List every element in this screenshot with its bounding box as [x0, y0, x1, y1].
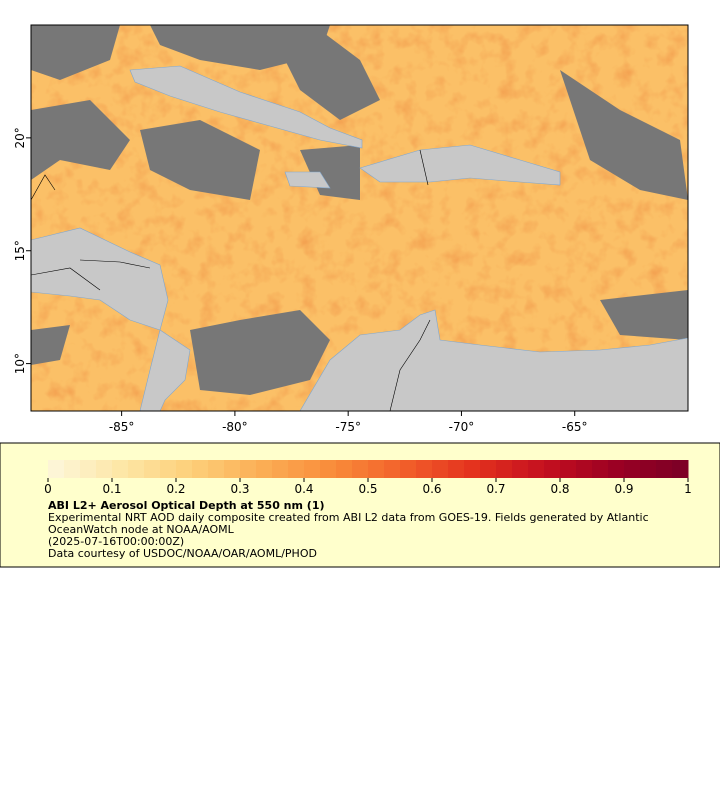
colorbar-step — [560, 460, 577, 478]
colorbar-step — [192, 460, 209, 478]
x-tick-label: -75° — [335, 420, 361, 434]
colorbar-step — [208, 460, 225, 478]
legend-credit: Data courtesy of USDOC/NOAA/OAR/AOML/PHO… — [48, 547, 317, 560]
colorbar-tick-label: 0.4 — [294, 482, 313, 496]
colorbar-step — [352, 460, 369, 478]
map-area — [31, 25, 688, 411]
colorbar-step — [576, 460, 593, 478]
colorbar-tick-label: 1 — [684, 482, 692, 496]
colorbar-step — [256, 460, 273, 478]
map-frame — [30, 24, 689, 412]
colorbar-tick-label: 0.3 — [230, 482, 249, 496]
colorbar: 0 0.1 0.2 0.3 0.4 0.5 0.6 0.7 0.8 0.9 1 — [44, 460, 692, 496]
colorbar-step — [656, 460, 673, 478]
x-tick-label: -65° — [562, 420, 588, 434]
colorbar-step — [272, 460, 289, 478]
colorbar-step — [96, 460, 113, 478]
colorbar-step — [48, 460, 65, 478]
y-tick-label: 20° — [13, 127, 27, 148]
colorbar-step — [240, 460, 257, 478]
x-tick-label: -80° — [222, 420, 248, 434]
colorbar-step — [80, 460, 97, 478]
colorbar-step — [528, 460, 545, 478]
colorbar-step — [544, 460, 561, 478]
colorbar-step — [112, 460, 129, 478]
colorbar-step — [128, 460, 145, 478]
colorbar-step — [672, 460, 689, 478]
colorbar-step — [624, 460, 641, 478]
colorbar-step — [432, 460, 449, 478]
cloud-mask — [31, 25, 688, 395]
colorbar-tick-label: 0 — [44, 482, 52, 496]
land — [31, 65, 688, 411]
colorbar-tick-label: 0.2 — [166, 482, 185, 496]
colorbar-step — [448, 460, 465, 478]
colorbar-tick-label: 0.9 — [614, 482, 633, 496]
y-tick-label: 10° — [13, 353, 27, 374]
legend-time: (2025-07-16T00:00:00Z) — [48, 535, 185, 548]
colorbar-step — [160, 460, 177, 478]
colorbar-tick-label: 0.7 — [486, 482, 505, 496]
x-tick-label: -85° — [109, 420, 135, 434]
legend-text: ABI L2+ Aerosol Optical Depth at 550 nm … — [48, 500, 688, 560]
borders — [31, 149, 431, 411]
colorbar-tick-label: 0.5 — [358, 482, 377, 496]
colorbar-step — [608, 460, 625, 478]
colorbar-step — [480, 460, 497, 478]
axes: -85° -80° -75° -70° -65° 10° 15° 20° — [13, 127, 588, 434]
legend-summary: Experimental NRT AOD daily composite cre… — [48, 511, 649, 536]
colorbar-step — [640, 460, 657, 478]
colorbar-step — [512, 460, 529, 478]
colorbar-step — [400, 460, 417, 478]
x-tick-label: -70° — [449, 420, 475, 434]
y-tick-label: 15° — [13, 240, 27, 261]
colorbar-step — [496, 460, 513, 478]
colorbar-step — [288, 460, 305, 478]
colorbar-step — [320, 460, 337, 478]
colorbar-step — [304, 460, 321, 478]
colorbar-step — [384, 460, 401, 478]
colorbar-step — [416, 460, 433, 478]
colorbar-step — [176, 460, 193, 478]
colorbar-step — [368, 460, 385, 478]
colorbar-step — [592, 460, 609, 478]
colorbar-step — [64, 460, 81, 478]
colorbar-tick-label: 0.6 — [422, 482, 441, 496]
colorbar-tick-label: 0.1 — [102, 482, 121, 496]
colorbar-tick-label: 0.8 — [550, 482, 569, 496]
colorbar-step — [224, 460, 241, 478]
colorbar-step — [464, 460, 481, 478]
colorbar-step — [144, 460, 161, 478]
colorbar-step — [336, 460, 353, 478]
legend-title: ABI L2+ Aerosol Optical Depth at 550 nm … — [48, 499, 325, 512]
